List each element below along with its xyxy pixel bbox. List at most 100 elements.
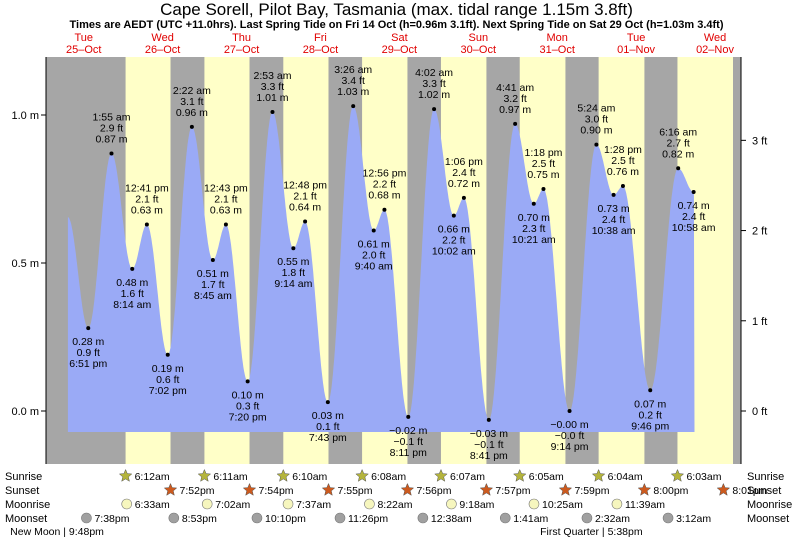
tide-label-m: −0.02 m <box>389 425 427 437</box>
moonrise-icon <box>528 498 540 510</box>
row-label-left: Moonset <box>5 513 47 525</box>
sunrise-time: 6:05am <box>529 471 564 483</box>
sunrise-icon <box>118 468 133 482</box>
moonrise-time: 11:39am <box>625 499 665 511</box>
sunset-icon <box>558 482 573 496</box>
tide-label-time: 9:14 am <box>274 278 312 290</box>
tide-label-m: 0.19 m <box>152 363 184 375</box>
moonrise-icon <box>611 498 623 510</box>
tide-point <box>406 414 411 419</box>
sunrise-time: 6:08am <box>371 471 406 483</box>
tide-label-ft: 0.1 ft <box>316 421 339 433</box>
tide-label-ft: 1.8 ft <box>282 267 305 279</box>
day-date: 31–Oct <box>539 44 574 56</box>
tide-label-time: 10:21 am <box>512 234 556 246</box>
day-date: 25–Oct <box>66 44 101 56</box>
tide-point <box>86 326 91 331</box>
moonrise-time: 9:18am <box>459 499 494 511</box>
tide-label-time: 5:24 am <box>577 103 615 115</box>
moon-phase-label: First Quarter | 5:38pm <box>540 526 643 538</box>
tide-label-time: 1:18 pm <box>524 147 562 159</box>
moonset-time: 12:38am <box>431 513 472 525</box>
moonset-time: 2:32am <box>595 513 630 525</box>
moonset-icon <box>251 512 263 524</box>
tide-label-ft: 2.1 ft <box>293 191 316 203</box>
tide-point <box>594 142 599 147</box>
tide-point <box>531 201 536 206</box>
moonrise-icon <box>282 498 294 510</box>
tide-label-time: 7:02 pm <box>149 385 187 397</box>
tide-label-ft: 2.5 ft <box>532 158 555 170</box>
tide-label-ft: 2.3 ft <box>522 223 545 235</box>
sunrise-time: 6:04am <box>608 471 643 483</box>
tide-point <box>620 184 625 189</box>
tide-label-m: 1.01 m <box>256 92 288 104</box>
tide-label-time: 12:48 pm <box>283 180 327 192</box>
moonset-icon <box>334 512 346 524</box>
tide-point <box>351 104 356 109</box>
tide-label-m: 0.82 m <box>662 148 694 160</box>
tide-label-time: 9:40 am <box>355 260 393 272</box>
tide-label-time: 9:14 pm <box>551 441 589 453</box>
day-weekday: Sat <box>391 32 408 44</box>
moonset-icon <box>581 512 593 524</box>
moonrise-icon <box>446 498 457 510</box>
tide-label-m: 0.76 m <box>607 166 639 178</box>
tide-label-ft: −0.1 ft <box>474 439 504 451</box>
moonset-time: 10:10pm <box>265 513 306 525</box>
tide-label-time: 4:02 am <box>415 67 453 79</box>
day-date: 29–Oct <box>382 44 417 56</box>
tide-label-ft: 2.5 ft <box>611 155 634 167</box>
tide-label-time: 6:16 am <box>659 126 697 138</box>
tide-label-m: 0.72 m <box>448 178 480 190</box>
tide-label-ft: 2.2 ft <box>373 179 396 191</box>
day-date: 27–Oct <box>224 44 259 56</box>
tide-label-m: 1.02 m <box>418 89 450 101</box>
day-weekday: Tue <box>627 32 646 44</box>
tide-label-time: 3:26 am <box>334 64 372 76</box>
right-margin <box>733 57 741 464</box>
tide-label-ft: 3.4 ft <box>342 75 365 87</box>
tide-label-time: 2:53 am <box>254 70 292 82</box>
tide-point <box>130 266 135 271</box>
tide-label-ft: 0.9 ft <box>77 347 100 359</box>
tide-label-ft: 0.2 ft <box>639 409 662 421</box>
day-weekday: Tue <box>74 32 93 44</box>
day-date: 26–Oct <box>145 44 180 56</box>
moonrise-icon <box>121 498 133 510</box>
row-label-left: Sunset <box>5 485 39 497</box>
tide-label-ft: 2.0 ft <box>362 249 385 261</box>
tide-label-time: 8:14 am <box>113 299 151 311</box>
tide-label-m: 0.64 m <box>289 202 321 214</box>
tide-point <box>541 187 546 191</box>
tide-label-ft: 0.6 ft <box>156 374 179 386</box>
moonset-icon <box>417 512 429 524</box>
tide-label-ft: 3.3 ft <box>261 81 284 93</box>
tide-label-m: 0.74 m <box>678 200 710 212</box>
chart-subtitle: Times are AEDT (UTC +11.0hrs). Last Spri… <box>69 19 724 31</box>
tide-point <box>513 121 518 126</box>
y-tick-label-m: 0.5 m <box>11 258 39 270</box>
moonset-time: 11:26pm <box>348 513 388 525</box>
tide-label-time: 12:41 pm <box>125 183 169 195</box>
moonrise-time: 7:02am <box>215 499 250 511</box>
tide-label-m: 0.66 m <box>438 224 470 236</box>
tide-label-ft: 2.9 ft <box>100 122 123 134</box>
moonrise-icon <box>364 498 375 510</box>
tide-point <box>676 166 681 171</box>
tide-label-time: 2:22 am <box>173 85 211 97</box>
tide-label-ft: 3.1 ft <box>180 96 203 108</box>
day-date: 01–Nov <box>617 44 655 56</box>
tide-label-m: −0.03 m <box>470 428 508 440</box>
sunrise-time: 6:03am <box>686 471 721 483</box>
moonrise-icon <box>201 498 213 510</box>
day-date: 02–Nov <box>696 44 734 56</box>
tide-label-ft: 2.1 ft <box>135 194 158 206</box>
row-label-right: Sunset <box>747 485 781 497</box>
tide-label-ft: 2.2 ft <box>442 235 465 247</box>
sunrise-icon <box>355 468 369 482</box>
sunrise-icon <box>591 468 606 482</box>
moonset-time: 3:12am <box>676 513 711 525</box>
tide-label-ft: 2.4 ft <box>452 167 475 179</box>
